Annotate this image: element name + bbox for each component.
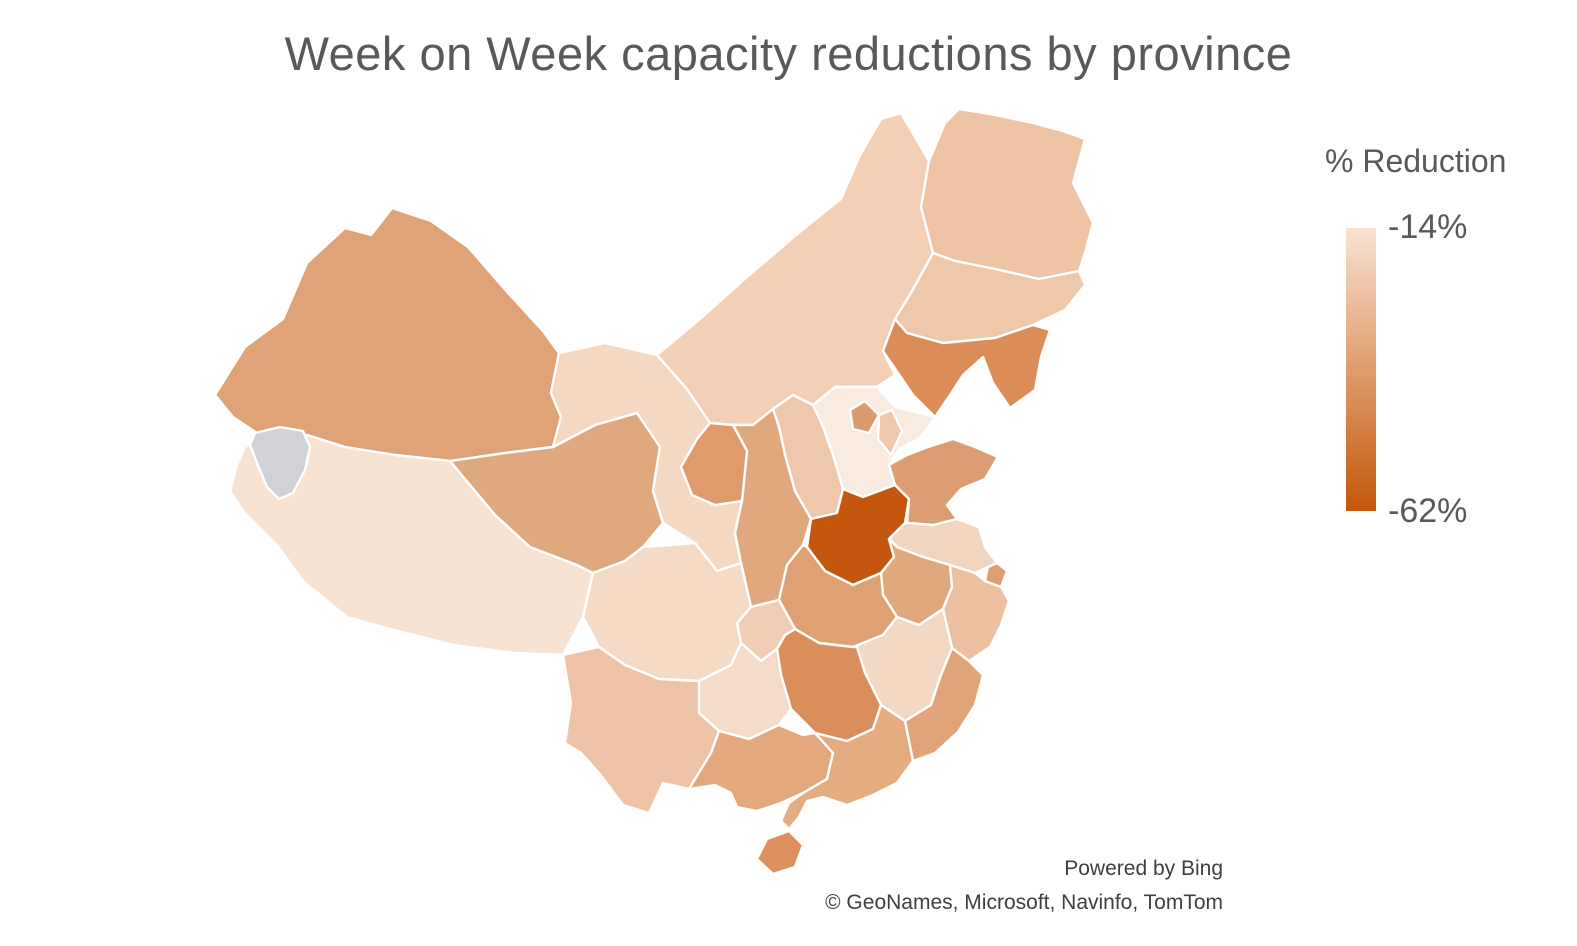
legend-gradient-bar [1346,228,1376,511]
province-heilongjiang[interactable] [919,107,1095,281]
province-fujian[interactable] [903,646,985,763]
province-tianjin[interactable] [876,408,904,457]
province-zhejiang[interactable] [941,563,1011,663]
province-xinjiang[interactable] [213,206,563,463]
data-providers-attribution: © GeoNames, Microsoft, Navinfo, TomTom [825,891,1223,914]
legend-min-label: -62% [1388,492,1468,530]
map-attribution: Powered by Bing © GeoNames, Microsoft, N… [825,852,1223,920]
legend-max-label: -14% [1388,208,1468,246]
province-guangdong[interactable] [779,703,915,831]
province-inner-mongolia[interactable] [655,111,935,427]
province-ningxia[interactable] [679,421,749,507]
province-tibet[interactable] [228,433,595,657]
province-shanghai[interactable] [983,561,1009,589]
province-hainan[interactable] [755,829,805,876]
bing-attribution: Powered by Bing [1064,857,1223,880]
region-no-data[interactable] [248,425,312,501]
province-shandong[interactable] [887,437,1000,527]
province-liaoning[interactable] [881,317,1052,419]
legend-title: % Reduction [1325,143,1507,179]
chart-title: Week on Week capacity reductions by prov… [284,27,1293,80]
province-beijing[interactable] [848,399,881,435]
china-choropleth-map [213,107,1095,876]
